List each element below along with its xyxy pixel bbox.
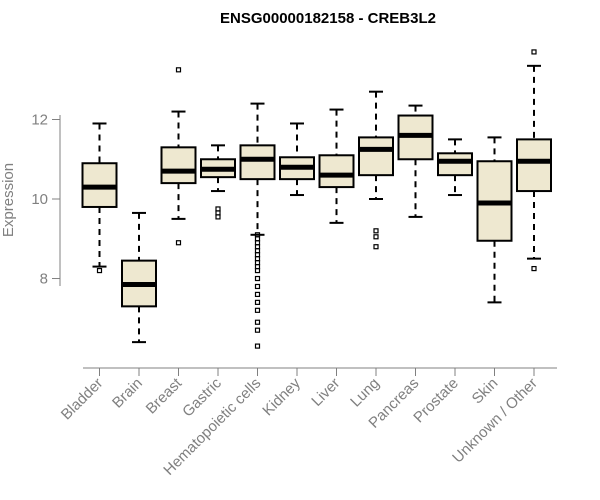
iqr-box (437, 152, 473, 177)
outlier-point (254, 327, 261, 333)
x-tick-label: Brain (109, 375, 146, 412)
box-4 (239, 102, 276, 349)
outlier-point (373, 244, 379, 250)
outlier-point (531, 49, 537, 55)
outlier-point (373, 228, 379, 234)
y-tick-label: 10 (31, 191, 48, 208)
x-tick-label: Skin (469, 375, 502, 408)
box-7 (358, 90, 394, 250)
box-9 (437, 138, 473, 197)
chart-title: ENSG00000182158 - CREB3L2 (220, 10, 436, 27)
outlier-point (215, 214, 221, 220)
box-1 (121, 211, 157, 344)
iqr-box (318, 154, 355, 189)
y-ticks: 8 10 12 (31, 112, 60, 288)
y-axis-label: Expression (0, 163, 17, 237)
outlier-point (254, 319, 261, 325)
iqr-box (358, 136, 394, 177)
box-6 (318, 108, 355, 224)
box-10 (476, 136, 513, 304)
outlier-point (175, 240, 182, 246)
x-tick-label: Kidney (259, 374, 304, 419)
boxes (81, 49, 552, 349)
outlier-point (254, 307, 261, 313)
outlier-point (254, 267, 261, 274)
iqr-box (160, 146, 197, 185)
box-11 (516, 49, 552, 272)
iqr-box (239, 144, 276, 181)
y-tick-label: 8 (40, 271, 48, 288)
iqr-box (516, 138, 552, 193)
outlier-point (254, 343, 261, 349)
box-2 (160, 67, 197, 246)
box-8 (397, 104, 434, 218)
box-0 (81, 122, 118, 274)
x-tick-label: Breast (143, 374, 186, 417)
outlier-point (96, 267, 103, 274)
outlier-point (254, 291, 261, 298)
outlier-point (373, 234, 379, 240)
x-tick-label: Lung (347, 375, 383, 411)
outlier-point (254, 299, 261, 305)
box-5 (279, 122, 315, 197)
x-tick-label: Bladder (58, 375, 107, 424)
outlier-point (254, 283, 261, 290)
outlier-point (531, 265, 537, 272)
outlier-point (254, 275, 261, 282)
x-tick-label: Liver (308, 375, 343, 410)
outlier-point (175, 67, 182, 73)
box-3 (200, 144, 236, 220)
y-tick-label: 12 (31, 112, 48, 129)
